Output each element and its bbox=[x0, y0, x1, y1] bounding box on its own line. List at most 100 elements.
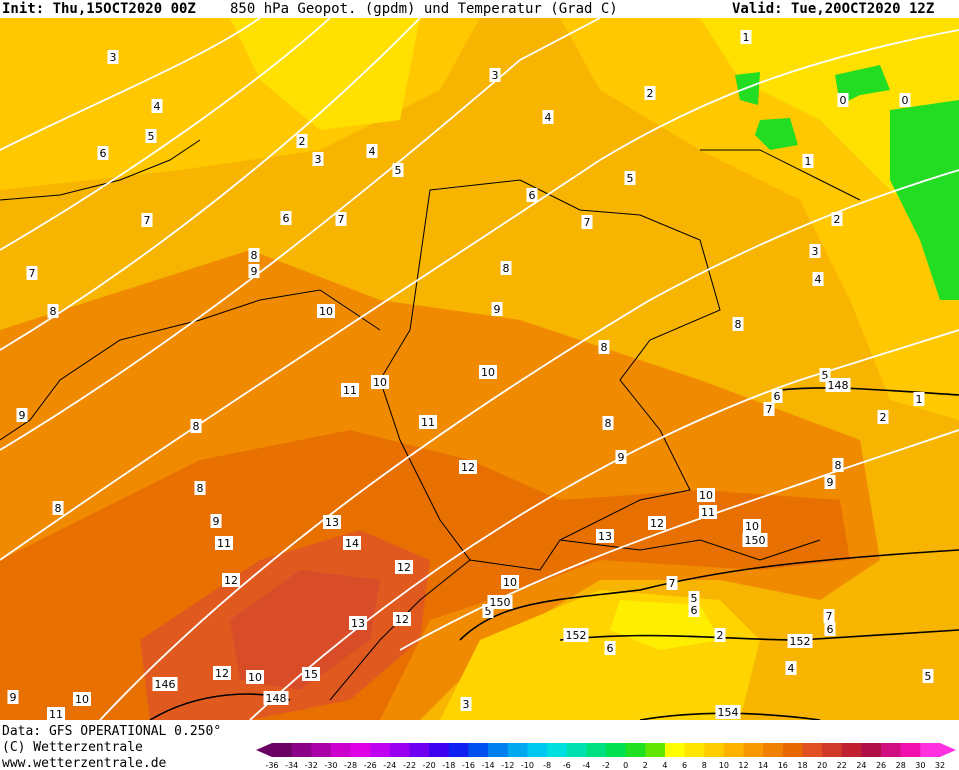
temperature-label: 6 bbox=[827, 623, 834, 636]
temperature-label-box bbox=[302, 667, 320, 681]
temperature-label-box bbox=[809, 244, 821, 258]
temperature-label: 7 bbox=[766, 403, 773, 416]
colorbar-cell bbox=[330, 743, 352, 757]
temperature-label: 15 bbox=[304, 668, 318, 681]
temperature-label: 12 bbox=[224, 574, 238, 587]
colorbar-cell bbox=[822, 743, 843, 757]
temperature-label-box bbox=[26, 266, 38, 280]
temperature-label: 5 bbox=[627, 172, 634, 185]
temperature-label: 6 bbox=[283, 212, 290, 225]
colorbar-cell bbox=[704, 743, 725, 757]
temperature-label: 1 bbox=[743, 31, 750, 44]
chart-title: 850 hPa Geopot. (gpdm) und Temperatur (G… bbox=[230, 1, 618, 17]
temperature-label-box bbox=[491, 302, 503, 316]
colorbar-tick-label: -24 bbox=[383, 761, 396, 770]
colorbar: -36 -34 -32 -30 -28 -26 -24 -22 -20 -18 -16 -14 -12-… bbox=[256, 743, 956, 770]
temperature-label: 9 bbox=[827, 476, 834, 489]
temperature-label-box bbox=[393, 612, 411, 626]
temperature-label: 7 bbox=[29, 267, 36, 280]
geopotential-label-box bbox=[263, 691, 289, 705]
temperature-label: 0 bbox=[840, 94, 847, 107]
temperature-label: 10 bbox=[248, 671, 262, 684]
temperature-label: 9 bbox=[251, 265, 258, 278]
colorbar-tick-label: -20 bbox=[423, 761, 436, 770]
temperature-label-box bbox=[222, 573, 240, 587]
temperature-label: 8 bbox=[601, 341, 608, 354]
colorbar-tick-label: 0 bbox=[623, 761, 628, 770]
temperature-label-box bbox=[341, 383, 359, 397]
colorbar-tick-label: -4 bbox=[582, 761, 590, 770]
temperature-label: 6 bbox=[100, 147, 107, 160]
colorbar-cell bbox=[291, 743, 312, 757]
temperature-label: 7 bbox=[584, 216, 591, 229]
geopotential-label-box bbox=[787, 634, 813, 648]
temperature-label-box bbox=[648, 516, 666, 530]
temperature-label-box bbox=[317, 304, 335, 318]
temperature-label: 2 bbox=[299, 135, 306, 148]
colorbar-cell bbox=[606, 743, 627, 757]
temperature-label: 1 bbox=[805, 155, 812, 168]
colorbar-cell bbox=[468, 743, 489, 757]
temperature-label-box bbox=[459, 460, 477, 474]
temperature-label-box bbox=[615, 450, 627, 464]
url: www.wetterzentrale.de bbox=[2, 756, 167, 770]
geopotential-label: 152 bbox=[790, 635, 811, 648]
temperature-label-box bbox=[107, 50, 119, 64]
temperature-label-box bbox=[210, 514, 222, 528]
map bbox=[0, 18, 959, 720]
colorbar-cell bbox=[586, 743, 607, 757]
geopotential-label-box bbox=[825, 378, 851, 392]
temperature-label: 6 bbox=[774, 390, 781, 403]
temperature-label-box bbox=[482, 604, 494, 618]
geopotential-label-box bbox=[715, 705, 741, 719]
geopotential-label-box bbox=[563, 628, 589, 642]
temperature-label: 3 bbox=[315, 153, 322, 166]
colorbar-tick-label: -2 bbox=[602, 761, 610, 770]
colorbar-tick-label: -8 bbox=[543, 761, 551, 770]
temperature-label-box bbox=[877, 410, 889, 424]
colorbar-tick-label: -18 bbox=[442, 761, 455, 770]
temperature-label-box bbox=[248, 248, 260, 262]
colorbar-tick-label: 26 bbox=[876, 761, 886, 770]
colorbar-cell bbox=[350, 743, 371, 757]
colorbar-tick-label: -28 bbox=[344, 761, 357, 770]
colorbar-cell bbox=[782, 743, 803, 757]
temperature-label: 10 bbox=[481, 366, 495, 379]
colorbar-tick-label: 20 bbox=[817, 761, 827, 770]
temperature-label: 13 bbox=[325, 516, 339, 529]
colorbar-cell bbox=[625, 743, 646, 757]
temperature-label: 8 bbox=[503, 262, 510, 275]
colorbar-cell bbox=[684, 743, 705, 757]
temperature-label-box bbox=[246, 670, 264, 684]
temperature-label: 3 bbox=[812, 245, 819, 258]
temperature-label: 9 bbox=[618, 451, 625, 464]
temperature-label: 13 bbox=[598, 530, 612, 543]
temperature-label-box bbox=[312, 152, 324, 166]
temperature-label: 4 bbox=[815, 273, 822, 286]
geopotential-label-box bbox=[152, 677, 178, 691]
colorbar-tick-label: 24 bbox=[856, 761, 866, 770]
temperature-label: 11 bbox=[701, 506, 715, 519]
temp-area bbox=[230, 18, 420, 130]
temperature-label-box bbox=[73, 692, 91, 706]
temperature-label: 8 bbox=[55, 502, 62, 515]
temperature-label: 7 bbox=[669, 577, 676, 590]
colorbar-cell bbox=[881, 743, 902, 757]
colorbar-cell bbox=[645, 743, 666, 757]
temperature-label: 5 bbox=[822, 369, 829, 382]
temperature-label-box bbox=[194, 481, 206, 495]
temperature-label: 5 bbox=[485, 605, 492, 618]
colorbar-tick-label: -22 bbox=[403, 761, 416, 770]
colorbar-cell bbox=[527, 743, 548, 757]
temperature-label-box bbox=[479, 365, 497, 379]
temperature-label: 2 bbox=[834, 213, 841, 226]
temperature-label-box bbox=[644, 86, 656, 100]
temperature-label-box bbox=[97, 146, 109, 160]
colorbar-tick-label: 30 bbox=[915, 761, 925, 770]
temp-area bbox=[700, 18, 959, 300]
temperature-label: 10 bbox=[75, 693, 89, 706]
colorbar-tick-label: 32 bbox=[935, 761, 945, 770]
temperature-label: 12 bbox=[395, 613, 409, 626]
temperature-label: 3 bbox=[492, 69, 499, 82]
temperature-label: 1 bbox=[916, 393, 923, 406]
